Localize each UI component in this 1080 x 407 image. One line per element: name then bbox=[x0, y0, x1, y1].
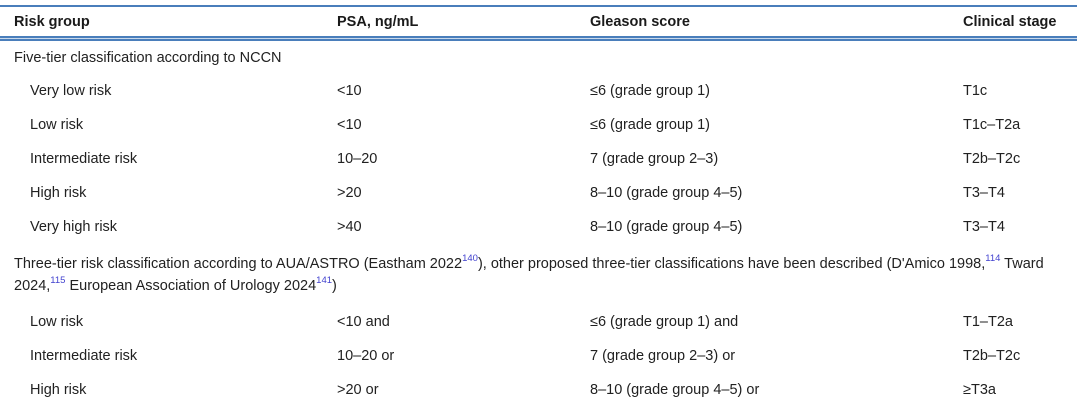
section-heading-text: European Association of Urology 2024 bbox=[65, 278, 317, 294]
cell-psa: 10–20 or bbox=[337, 348, 395, 364]
table-row: High risk >20 8–10 (grade group 4–5) T3–T4 bbox=[0, 176, 1080, 210]
cell-risk-group: Low risk bbox=[30, 314, 84, 330]
cell-clinical-stage: T1–T2a bbox=[963, 314, 1013, 330]
section-heading-text: Three-tier risk classification according… bbox=[14, 256, 463, 272]
cell-psa: >40 bbox=[337, 219, 362, 235]
cell-risk-group: Low risk bbox=[30, 117, 84, 133]
section-heading: Three-tier risk classification according… bbox=[0, 244, 1080, 305]
cell-risk-group: Very low risk bbox=[30, 83, 112, 99]
cell-psa: <10 and bbox=[337, 314, 390, 330]
table-header-row: Risk group PSA, ng/mL Gleason score Clin… bbox=[0, 7, 1080, 36]
cell-gleason-score: 7 (grade group 2–3) bbox=[590, 151, 719, 167]
table-row: High risk >20 or 8–10 (grade group 4–5) or… bbox=[0, 373, 1080, 407]
cell-gleason-score: 7 (grade group 2–3) or bbox=[590, 348, 736, 364]
cell-clinical-stage: T3–T4 bbox=[963, 219, 1005, 235]
cell-gleason-score: 8–10 (grade group 4–5) bbox=[590, 219, 743, 235]
cell-psa: >20 bbox=[337, 185, 362, 201]
cell-risk-group: High risk bbox=[30, 185, 87, 201]
cell-clinical-stage: T1c–T2a bbox=[963, 117, 1021, 133]
cell-risk-group: Intermediate risk bbox=[30, 348, 138, 364]
table-row: Very high risk >40 8–10 (grade group 4–5) T… bbox=[0, 210, 1080, 244]
cell-risk-group: High risk bbox=[30, 382, 87, 398]
table-body: Five-tier classification according to NC… bbox=[0, 41, 1080, 407]
risk-classification-table: Risk group PSA, ng/mL Gleason score Clin… bbox=[0, 5, 1080, 407]
table-row: Very low risk <10 ≤6 (grade group 1) T1c bbox=[0, 74, 1080, 108]
section-heading-text: ) bbox=[332, 278, 337, 294]
header-separator-rule bbox=[0, 36, 1077, 41]
section-heading-text: Five-tier classification according to NC… bbox=[14, 49, 282, 66]
column-header-risk-group: Risk group bbox=[14, 13, 90, 30]
cell-gleason-score: ≤6 (grade group 1) bbox=[590, 83, 711, 99]
reference-superscript: 114 bbox=[985, 253, 1001, 265]
cell-gleason-score: ≤6 (grade group 1) bbox=[590, 117, 711, 133]
cell-gleason-score: 8–10 (grade group 4–5) bbox=[590, 185, 743, 201]
table-row: Low risk <10 ≤6 (grade group 1) T1c–T2a bbox=[0, 108, 1080, 142]
cell-risk-group: Very high risk bbox=[30, 219, 118, 235]
section-heading-text: Tward 2024, bbox=[14, 256, 1044, 294]
section-heading-text: ), other proposed three-tier classificat… bbox=[477, 256, 986, 272]
table-top-rule bbox=[0, 5, 1077, 7]
reference-superscript: 115 bbox=[50, 275, 66, 287]
reference-superscript: 140 bbox=[462, 253, 478, 265]
column-header-psa: PSA, ng/mL bbox=[337, 13, 419, 30]
cell-gleason-score: 8–10 (grade group 4–5) or bbox=[590, 382, 760, 398]
column-header-gleason-score: Gleason score bbox=[590, 13, 690, 30]
cell-clinical-stage: T2b–T2c bbox=[963, 348, 1021, 364]
table-row: Intermediate risk 10–20 7 (grade group 2–3… bbox=[0, 142, 1080, 176]
table-row: Low risk <10 and ≤6 (grade group 1) and T1–… bbox=[0, 305, 1080, 339]
column-header-clinical-stage: Clinical stage bbox=[963, 13, 1057, 30]
cell-risk-group: Intermediate risk bbox=[30, 151, 138, 167]
cell-clinical-stage: ≥T3a bbox=[963, 382, 996, 398]
cell-clinical-stage: T2b–T2c bbox=[963, 151, 1021, 167]
cell-gleason-score: ≤6 (grade group 1) and bbox=[590, 314, 739, 330]
cell-psa: <10 bbox=[337, 117, 362, 133]
table-row: Intermediate risk 10–20 or 7 (grade group … bbox=[0, 339, 1080, 373]
cell-clinical-stage: T3–T4 bbox=[963, 185, 1005, 201]
cell-psa: <10 bbox=[337, 83, 362, 99]
cell-psa: 10–20 bbox=[337, 151, 378, 167]
cell-clinical-stage: T1c bbox=[963, 83, 988, 99]
reference-superscript: 141 bbox=[316, 275, 333, 287]
cell-psa: >20 or bbox=[337, 382, 379, 398]
section-heading: Five-tier classification according to NC… bbox=[0, 41, 1080, 74]
